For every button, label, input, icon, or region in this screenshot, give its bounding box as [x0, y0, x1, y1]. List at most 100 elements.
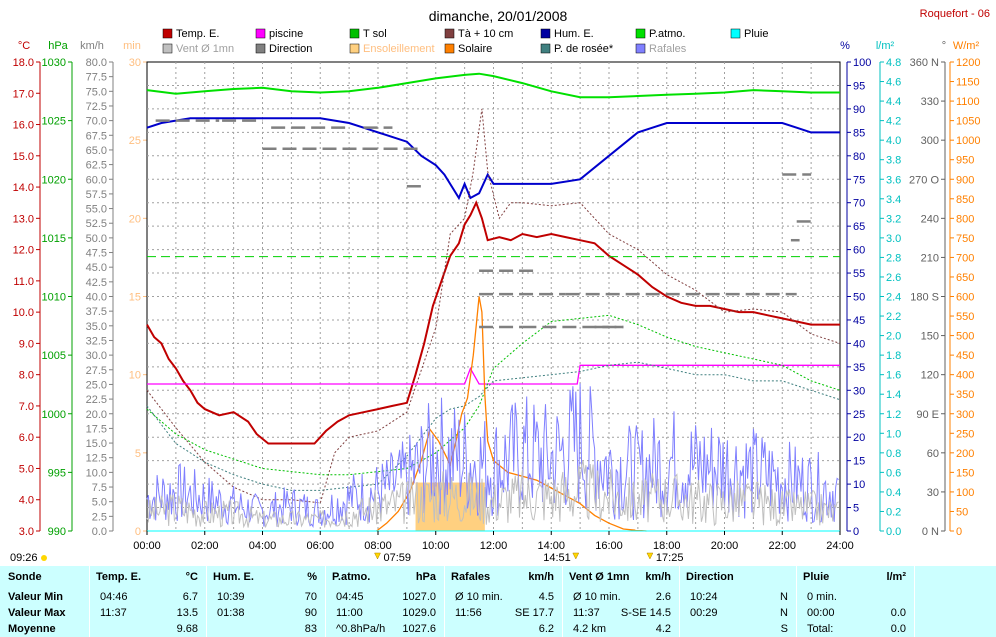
rain-axis-tick-label: 1.8 — [886, 350, 901, 362]
stats-patmo-unit: hPa — [415, 571, 436, 583]
humidity-axis-tick-label: 85 — [853, 127, 865, 139]
solar-axis-tick-label: 1100 — [956, 96, 980, 108]
humidity-axis-tick-label: 60 — [853, 245, 865, 257]
sun-axis-tick-label: 25 — [129, 135, 141, 147]
x-tick-label: 08:00 — [364, 540, 392, 552]
direction-axis-tick-label: 300 — [921, 135, 939, 147]
x-tick-label: 22:00 — [768, 540, 796, 552]
wind-axis-tick-label: 40.0 — [86, 292, 107, 304]
temp-axis-tick-label: 12.0 — [13, 245, 34, 257]
stats-hum-title: Hum. E. — [213, 571, 254, 583]
temp-axis-tick-label: 3.0 — [19, 526, 34, 538]
legend-swatch — [444, 43, 455, 54]
legend-label: P.atmo. — [649, 28, 686, 40]
legend-label: piscine — [269, 28, 303, 40]
stats-temp-row-value: 6.7 — [182, 591, 198, 603]
stats-col-patmo: P.atmo. hPa 04:45 1027.0 11:00 1029.0 ^0.8hPa/… — [325, 566, 444, 637]
wind-axis-tick-label: 37.5 — [86, 306, 107, 318]
wind-axis-tick-label: 30.0 — [86, 350, 107, 362]
sunset-marker-label: 17:25 — [656, 552, 684, 564]
stats-vent-row-label: 11:37 — [573, 607, 600, 619]
wind-axis-tick-label: 20.0 — [86, 409, 107, 421]
stats-panel: Sonde Valeur Min Valeur Max Moyenne Temp. E.… — [0, 566, 996, 637]
series-hum-e — [146, 117, 840, 201]
rain-axis-tick-label: 2.2 — [886, 311, 901, 323]
rain-axis-tick-label: 1.6 — [886, 370, 901, 382]
humidity-axis-tick-label: 80 — [853, 151, 865, 163]
legend-swatch — [540, 43, 551, 54]
solar-axis-tick-label: 450 — [956, 350, 974, 362]
solar-axis-tick-label: 400 — [956, 370, 974, 382]
stats-vent-unit: km/h — [645, 571, 671, 583]
x-tick-label: 12:00 — [480, 540, 508, 552]
solar-axis-tick-label: 550 — [956, 311, 974, 323]
solar-axis-tick-label: 900 — [956, 174, 974, 186]
stats-patmo-row-label: 11:00 — [336, 607, 363, 619]
pressure-axis-tick-label: 1010 — [42, 292, 66, 304]
stats-rafales-row-label: 11:56 — [455, 607, 482, 619]
rain-axis-tick-label: 3.0 — [886, 233, 901, 245]
stats-pluie-row-value: 0.0 — [890, 623, 906, 635]
pressure-axis-tick-label: 1000 — [42, 409, 66, 421]
stats-vent-row-label: Ø 10 min. — [573, 591, 621, 603]
wind-axis-tick-label: 65.0 — [86, 145, 107, 157]
humidity-axis-tick-label: 35 — [853, 362, 865, 374]
solar-axis-unit: W/m² — [953, 40, 980, 52]
temp-axis-tick-label: 13.0 — [13, 213, 34, 225]
solar-axis-tick-label: 1050 — [956, 116, 980, 128]
rain-axis-tick-label: 2.6 — [886, 272, 901, 284]
solar-axis-tick-label: 300 — [956, 409, 974, 421]
humidity-axis-tick-label: 65 — [853, 221, 865, 233]
humidity-axis-tick-label: 45 — [853, 315, 865, 327]
sun-axis-unit: min — [123, 40, 141, 52]
stats-pluie-unit: l/m² — [886, 571, 906, 583]
sun-axis-tick-label: 30 — [129, 57, 141, 69]
sunrise-marker-label: 07:59 — [384, 552, 412, 564]
wind-axis-tick-label: 12.5 — [86, 453, 107, 465]
solar-axis-tick-label: 350 — [956, 389, 974, 401]
legend-label: Rafales — [649, 43, 687, 55]
legend-label: Vent Ø 1mn — [176, 43, 234, 55]
x-tick-label: 18:00 — [653, 540, 681, 552]
stats-rafales-row-value: 6.2 — [538, 623, 554, 635]
rain-axis-tick-label: 4.2 — [886, 116, 901, 128]
legend-swatch — [444, 28, 455, 39]
x-tick-label: 20:00 — [711, 540, 739, 552]
humidity-axis-tick-label: 10 — [853, 479, 865, 491]
legend-label: T sol — [363, 28, 387, 40]
direction-axis-tick-label: 0 N — [922, 526, 939, 538]
sun-axis-tick-label: 0 — [135, 526, 141, 538]
rain-axis-tick-label: 0.2 — [886, 506, 901, 518]
stats-hum-row-value: 70 — [304, 591, 317, 603]
x-axis-ticks: 00:00 02:00 04:00 06:00 08:00 10:00 12:00 14:00… — [133, 531, 854, 552]
pressure-axis-tick-label: 995 — [48, 467, 66, 479]
solar-axis-tick-label: 0 — [956, 526, 962, 538]
stats-vent-row-label: 4.2 km — [573, 623, 607, 635]
temp-axis-tick-label: 15.0 — [13, 151, 34, 163]
wind-axis-tick-label: 52.5 — [86, 218, 107, 230]
legend-swatch — [255, 28, 266, 39]
direction-axis-tick-label: 180 S — [910, 292, 939, 304]
solar-axis-tick-label: 150 — [956, 467, 974, 479]
stats-temp-row-label: 04:46 — [100, 591, 128, 603]
stats-rafales-unit: km/h — [528, 571, 554, 583]
rain-axis-tick-label: 4.8 — [886, 57, 901, 69]
rain-axis-tick-label: 2.8 — [886, 252, 901, 264]
rain-axis-tick-label: 2.0 — [886, 331, 901, 343]
humidity-axis-tick-label: 55 — [853, 268, 865, 280]
stats-temp-title: Temp. E. — [96, 571, 142, 583]
wind-axis-tick-label: 75.0 — [86, 86, 107, 98]
solar-axis-tick-label: 800 — [956, 213, 974, 225]
humidity-axis-tick-label: 25 — [853, 409, 865, 421]
stats-patmo-row-value: 1027.0 — [402, 591, 436, 603]
rain-axis-tick-label: 0.6 — [886, 467, 901, 479]
stats-col-hum: Hum. E.% 10:39 70 01:38 90 83 — [206, 566, 325, 637]
humidity-axis-tick-label: 40 — [853, 338, 865, 350]
pressure-axis-tick-label: 990 — [48, 526, 66, 538]
rain-axis-tick-label: 4.4 — [886, 96, 901, 108]
chart-legend: Temp. E. piscine T sol Tà + 10 cm Hum. E. P.a… — [162, 28, 768, 55]
wind-axis-tick-label: 27.5 — [86, 365, 107, 377]
temp-axis-tick-label: 6.0 — [19, 432, 34, 444]
wind-axis-tick-label: 50.0 — [86, 233, 107, 245]
solar-axis-tick-label: 100 — [956, 487, 974, 499]
